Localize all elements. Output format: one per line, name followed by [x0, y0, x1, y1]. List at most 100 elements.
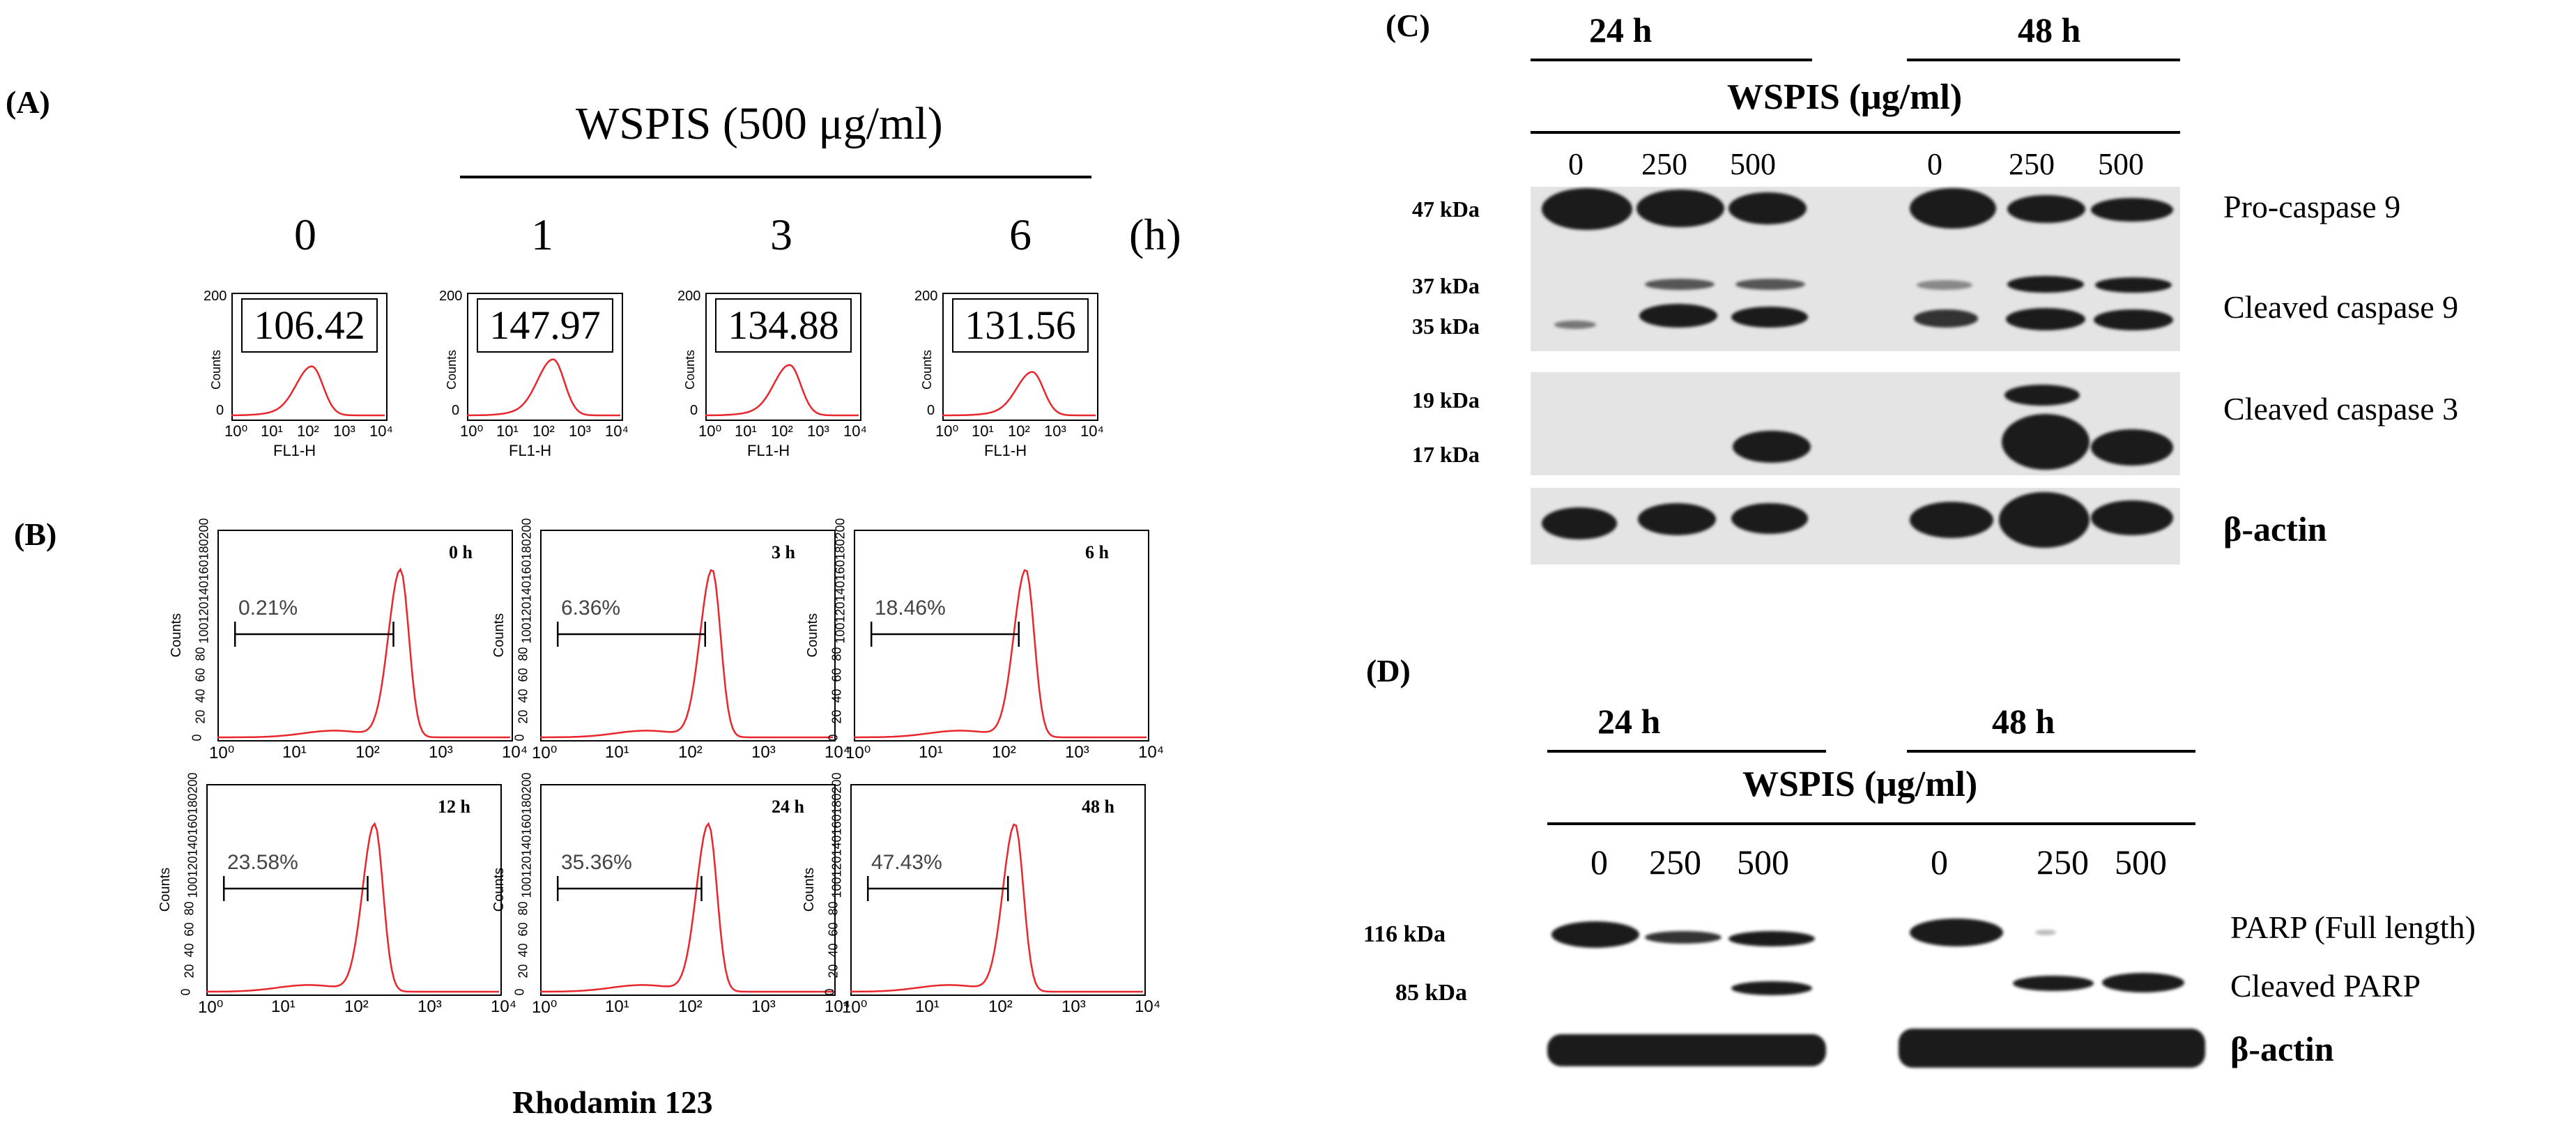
- panel-a-xtick-3-3: 10³: [1044, 422, 1066, 440]
- panel-a-xlabel-3: FL1-H: [984, 442, 1027, 459]
- panel-b-ytick-4-2: 40: [516, 943, 530, 958]
- panel-c-band-clcasp3-17-5: [2002, 414, 2090, 470]
- panel-d-band-clparp-5: [2013, 976, 2094, 991]
- panel-a-xtick-0-3: 10³: [333, 422, 355, 440]
- panel-c-band-clcasp3-17-6: [2091, 429, 2173, 466]
- panel-a-treatment: WSPIS (500 μg/ml): [576, 98, 943, 149]
- panel-c-band-procasp9-3: [1728, 192, 1807, 224]
- panel-d-dose-6: 500: [2115, 843, 2167, 882]
- panel-d-group-48h-rule: [1907, 750, 2195, 753]
- panel-c-band-clcasp9-35-4: [1914, 309, 1978, 328]
- panel-b-label: (B): [14, 516, 57, 552]
- panel-b-hist-4: [540, 784, 836, 996]
- panel-a-xlabel-0: FL1-H: [273, 442, 316, 459]
- panel-c-treatment-rule: [1531, 131, 2180, 134]
- panel-a-xlabel-2: FL1-H: [747, 442, 790, 459]
- panel-b-ytick-2-6: 120: [833, 601, 848, 623]
- panel-c-band-clcasp9-35-1: [1554, 321, 1596, 329]
- panel-a-xtick-1-3: 10³: [569, 422, 591, 440]
- panel-b-ytick-1-10: 200: [519, 518, 534, 539]
- panel-a-xlabel-1: FL1-H: [509, 442, 552, 459]
- panel-d-band-parp-4: [1910, 919, 2003, 946]
- panel-b-ytick-2-5: 100: [833, 622, 848, 644]
- panel-b-ytick-4-6: 120: [519, 856, 534, 877]
- panel-b-ylabel-3: Counts: [158, 867, 174, 912]
- panel-a-xtick-2-3: 10³: [807, 422, 829, 440]
- panel-b-xtick-1-2: 10²: [678, 743, 703, 762]
- panel-a-hist-line-3: [942, 371, 1096, 417]
- panel-b-ytick-3-10: 200: [185, 772, 200, 794]
- panel-b-xtick-5-0: 10⁰: [842, 998, 868, 1017]
- panel-d-marker-116: 116 kDa: [1363, 921, 1446, 947]
- panel-b-ytick-2-4: 80: [829, 647, 844, 661]
- panel-a-time-3: 3: [770, 210, 792, 259]
- panel-a-xtick-0-1: 10¹: [261, 422, 283, 440]
- panel-b-x-title: Rhodamin 123: [512, 1084, 713, 1120]
- panel-b-ytick-5-7: 140: [829, 835, 844, 857]
- panel-b-xtick-3-1: 10¹: [271, 997, 296, 1016]
- panel-b-ytick-4-3: 60: [516, 922, 530, 937]
- panel-b-time-1: 3 h: [772, 542, 795, 562]
- panel-b-xtick-1-4: 10⁴: [825, 743, 851, 762]
- panel-b-ytick-0-6: 120: [197, 601, 211, 623]
- panel-b-ylabel-2: Counts: [805, 613, 821, 658]
- panel-a-time-1: 1: [531, 210, 553, 259]
- panel-b-ylabel-4: Counts: [491, 867, 507, 912]
- panel-b-xtick-0-4: 10⁴: [502, 743, 528, 762]
- panel-a-ylabel-0: Counts: [209, 349, 224, 390]
- panel-b-xtick-5-2: 10²: [988, 997, 1013, 1016]
- panel-d-label: (D): [1366, 653, 1411, 689]
- panel-b-ytick-5-2: 40: [826, 943, 841, 958]
- panel-c-band-clcasp9-37-4: [1917, 280, 1972, 290]
- panel-a-ytick-0-3: 0: [927, 403, 935, 418]
- panel-a-xtick-2-1: 10¹: [735, 422, 757, 440]
- panel-b-ytick-1-3: 60: [516, 668, 530, 682]
- panel-d-dose-2: 250: [1649, 843, 1701, 882]
- panel-c-blot-caspase3: [1531, 372, 2180, 475]
- panel-b-xtick-3-2: 10²: [344, 997, 369, 1016]
- panel-c-band-clcasp9-35-3: [1731, 307, 1808, 328]
- panel-a-value-2: 134.88: [715, 298, 852, 353]
- panel-d-group-24h-rule: [1547, 750, 1826, 753]
- panel-c-treatment: WSPIS (μg/ml): [1727, 77, 1963, 117]
- panel-c-label: (C): [1386, 8, 1430, 43]
- panel-b-xtick-5-3: 10³: [1061, 997, 1086, 1016]
- panel-d-band-clparp-6: [2102, 973, 2184, 992]
- panel-c-band-procasp9-1: [1542, 188, 1632, 230]
- panel-b-xtick-4-0: 10⁰: [532, 998, 558, 1017]
- panel-a-xtick-0-2: 10²: [297, 422, 319, 440]
- panel-d-band-parp-2: [1645, 931, 1722, 944]
- panel-b-time-2: 6 h: [1085, 542, 1109, 562]
- panel-b-xtick-2-2: 10²: [992, 743, 1016, 762]
- panel-c-band-clcasp3-17-3: [1733, 431, 1811, 463]
- panel-b-ylabel-0: Counts: [169, 613, 185, 658]
- panel-c-dose-6: 500: [2098, 147, 2144, 181]
- panel-b-ytick-5-1: 20: [826, 964, 841, 978]
- panel-b-ytick-1-0: 0: [512, 734, 527, 742]
- panel-b-percent-5: 47.43%: [871, 851, 942, 874]
- panel-a-ytick-0-2: 0: [690, 403, 698, 418]
- panel-c-dose-1: 0: [1568, 147, 1584, 181]
- panel-b-ytick-3-0: 0: [178, 988, 193, 996]
- panel-c-dose-5: 250: [2009, 147, 2055, 181]
- panel-b-ytick-4-1: 20: [516, 964, 530, 978]
- panel-d-band-actin-48h: [1899, 1029, 2205, 1068]
- panel-b-hist-curve-3: [206, 822, 499, 993]
- panel-d-band-actin-24h: [1547, 1034, 1826, 1066]
- panel-c-band-clcasp9-37-6: [2095, 277, 2172, 293]
- panel-a-xtick-2-4: 10⁴: [843, 422, 867, 440]
- panel-d-group-48h: 48 h: [1992, 702, 2055, 741]
- panel-b-ytick-5-8: 160: [829, 814, 844, 836]
- panel-c-group-24h-rule: [1531, 59, 1812, 61]
- panel-a-xtick-1-2: 10²: [532, 422, 555, 440]
- panel-b-ytick-3-5: 100: [185, 877, 200, 898]
- panel-d-band-parp-5: [2035, 930, 2056, 935]
- panel-b-hist-line-4: [539, 822, 833, 993]
- panel-b-xtick-0-0: 10⁰: [209, 744, 235, 762]
- panel-c-band-actin-5: [1999, 492, 2090, 548]
- panel-b-ytick-1-2: 40: [516, 689, 530, 703]
- panel-a-xtick-3-2: 10²: [1008, 422, 1030, 440]
- panel-b-ylabel-5: Counts: [802, 867, 818, 912]
- panel-b-percent-1: 6.36%: [561, 597, 621, 620]
- panel-b-ytick-5-5: 100: [829, 877, 844, 898]
